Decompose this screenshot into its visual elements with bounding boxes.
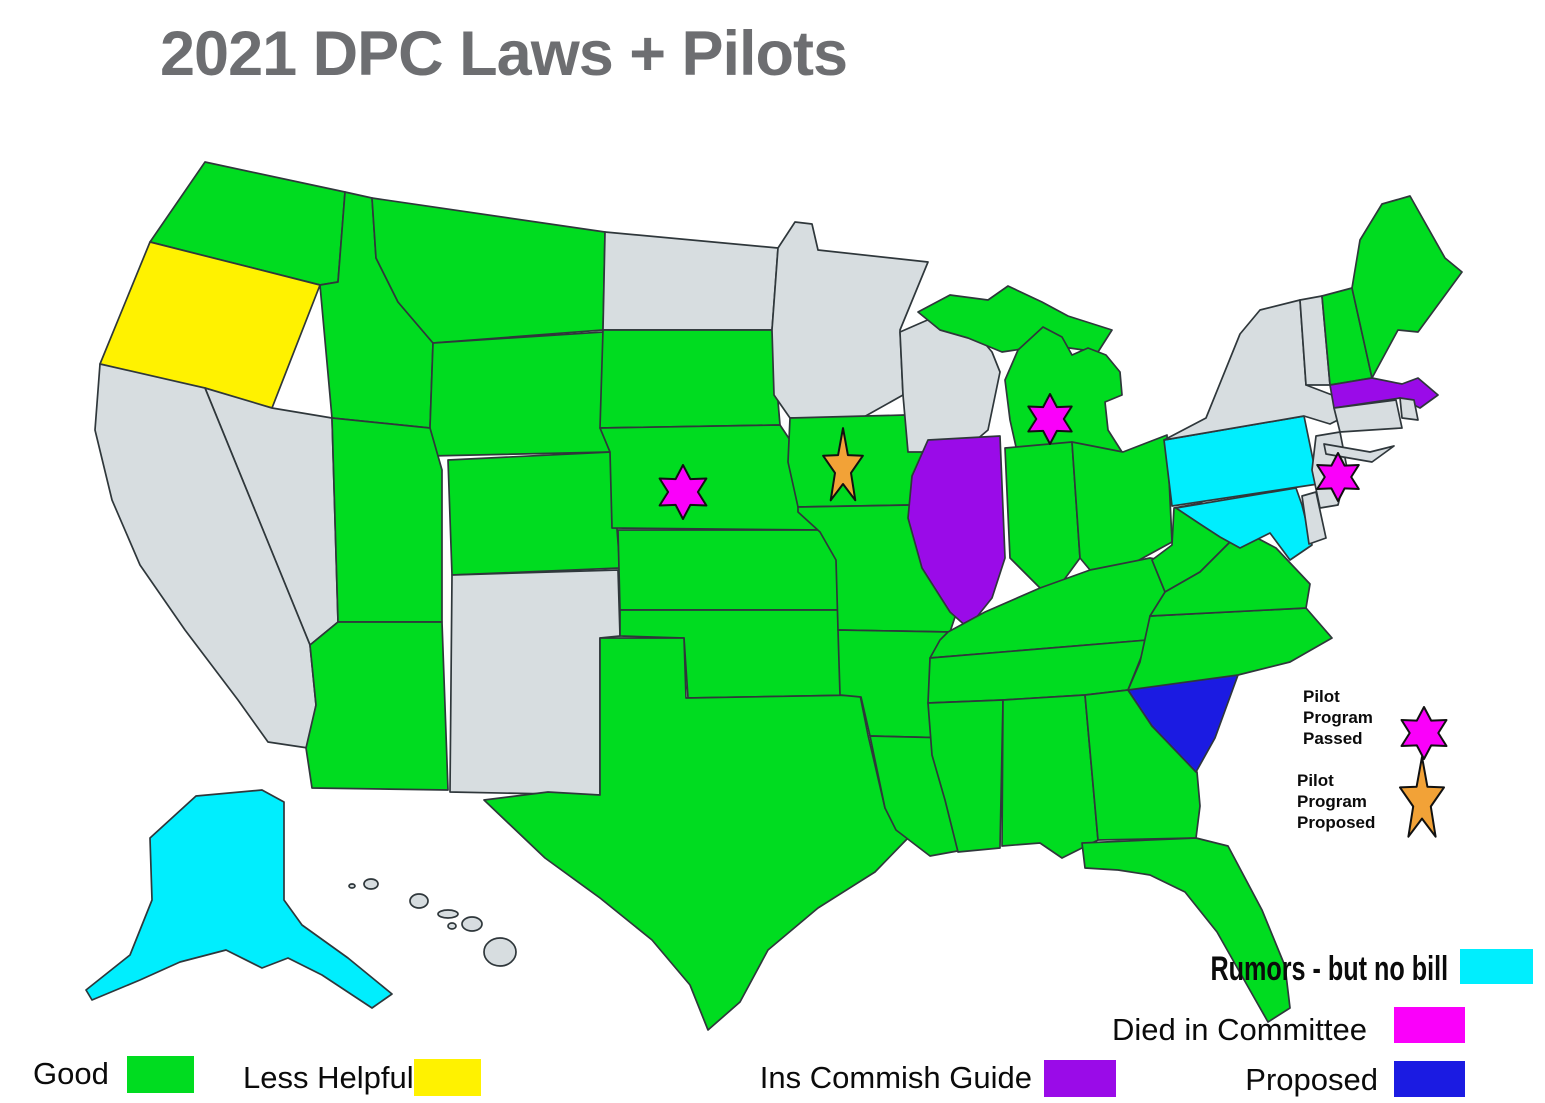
state-wy	[428, 331, 612, 457]
state-ri	[1399, 397, 1419, 421]
state-nm	[449, 569, 621, 796]
state-va	[1149, 529, 1311, 617]
pilot-passed-star-michigan	[1027, 393, 1073, 445]
pilot-passed-star-new-jersey	[1316, 452, 1360, 502]
state-nd	[602, 231, 779, 331]
legend-swatch-less-helpful	[414, 1059, 481, 1096]
state-oh	[1071, 434, 1173, 571]
state-fl	[1081, 837, 1291, 1023]
legend-swatch-died-in-committee	[1394, 1007, 1465, 1043]
state-ca	[94, 363, 317, 749]
pilot-passed-line1: Pilot	[1303, 687, 1340, 706]
legend-label-good: Good	[33, 1056, 109, 1091]
state-az	[305, 621, 449, 791]
state-al	[1001, 694, 1099, 859]
state-co	[447, 451, 621, 576]
state-ks	[617, 529, 841, 611]
pilot-proposed-line2: Program	[1297, 792, 1367, 811]
pilot-stars-layer	[658, 393, 1448, 838]
state-hi	[348, 878, 517, 967]
legend-label-proposed: Proposed	[1245, 1062, 1378, 1097]
state-de	[1301, 491, 1327, 545]
legend-swatch-ins-commish	[1044, 1060, 1116, 1097]
state-md	[1175, 487, 1313, 561]
state-me	[1351, 195, 1463, 379]
legend-label-ins-commish: Ins Commish Guide	[759, 1060, 1032, 1095]
state-in	[1004, 441, 1081, 589]
pilot-proposed-line1: Pilot	[1297, 771, 1334, 790]
pilot-passed-star-legend	[1400, 706, 1448, 760]
legend-label-rumors: Rumors - but no bill	[1127, 950, 1448, 989]
pilot-passed-label: Pilot Program Passed	[1303, 686, 1373, 749]
pilot-proposed-line3: Proposed	[1297, 813, 1376, 832]
pilot-passed-line2: Program	[1303, 708, 1373, 727]
state-nc	[1127, 607, 1333, 691]
legend-swatch-rumors	[1460, 949, 1533, 984]
state-il	[907, 435, 1006, 629]
legend-label-rumors-text: Rumors - but no bill	[1210, 950, 1448, 988]
pilot-passed-line3: Passed	[1303, 729, 1363, 748]
pilot-passed-star-nebraska	[658, 464, 708, 520]
page-title: 2021 DPC Laws + Pilots	[160, 19, 848, 89]
state-ut	[331, 417, 443, 623]
pilot-proposed-star-legend	[1399, 755, 1445, 838]
states-layer	[85, 161, 1463, 1031]
legend-label-died-in-committee: Died in Committee	[1112, 1012, 1367, 1047]
state-sd	[599, 329, 781, 429]
legend-swatch-proposed	[1394, 1061, 1465, 1097]
legend-label-less-helpful: Less Helpful	[243, 1060, 414, 1095]
state-ak	[85, 789, 393, 1009]
pilot-proposed-label: Pilot Program Proposed	[1297, 770, 1375, 833]
legend-swatch-good	[127, 1056, 194, 1093]
state-mi-upper	[917, 285, 1113, 353]
state-ct	[1333, 399, 1403, 433]
pilot-proposed-star-iowa	[822, 427, 864, 502]
